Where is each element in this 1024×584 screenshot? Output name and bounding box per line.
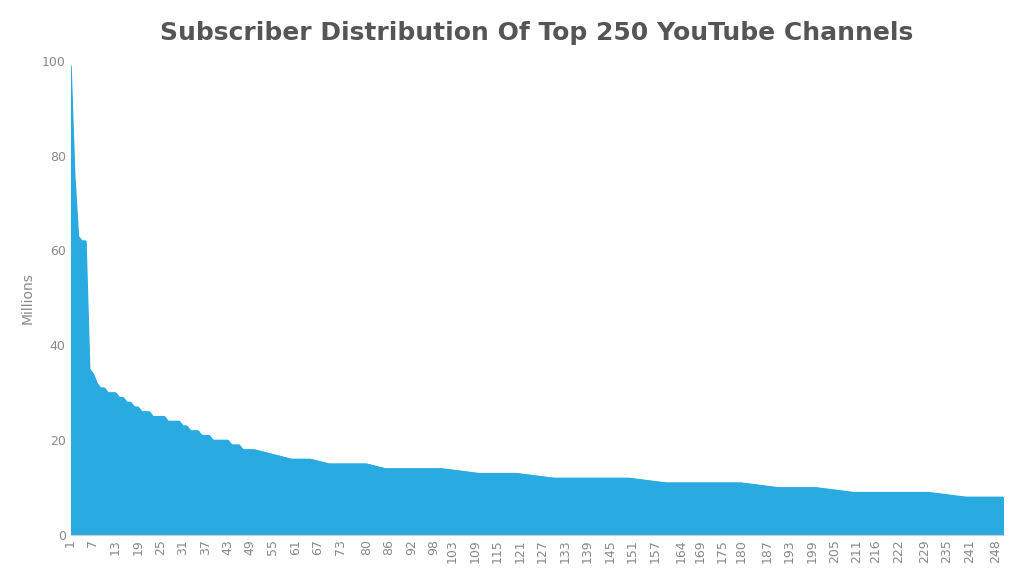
Y-axis label: Millions: Millions [20, 272, 35, 324]
Title: Subscriber Distribution Of Top 250 YouTube Channels: Subscriber Distribution Of Top 250 YouTu… [160, 21, 913, 45]
